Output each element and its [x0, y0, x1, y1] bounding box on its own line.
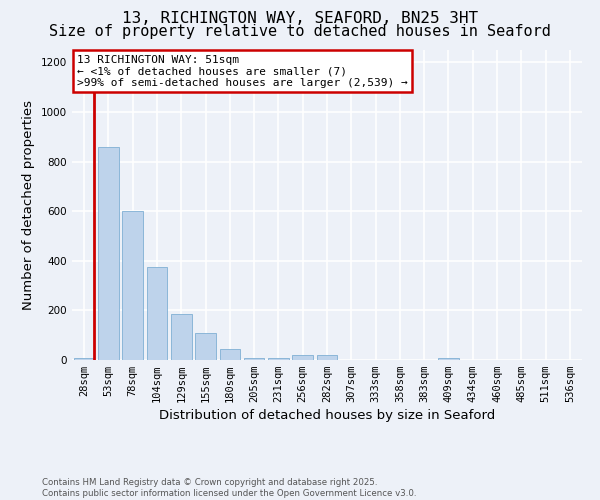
Bar [268, 358, 289, 360]
Text: Size of property relative to detached houses in Seaford: Size of property relative to detached ho… [49, 24, 551, 39]
Text: 13 RICHINGTON WAY: 51sqm
← <1% of detached houses are smaller (7)
>99% of semi-d: 13 RICHINGTON WAY: 51sqm ← <1% of detach… [77, 54, 408, 88]
Bar [171, 314, 191, 360]
X-axis label: Distribution of detached houses by size in Seaford: Distribution of detached houses by size … [159, 410, 495, 422]
Bar [317, 355, 337, 360]
Bar [98, 146, 119, 360]
Bar [292, 355, 313, 360]
Bar [220, 349, 240, 360]
Bar [146, 267, 167, 360]
Bar [438, 358, 459, 360]
Bar [195, 332, 216, 360]
Bar [122, 211, 143, 360]
Bar [74, 358, 94, 360]
Text: Contains HM Land Registry data © Crown copyright and database right 2025.
Contai: Contains HM Land Registry data © Crown c… [42, 478, 416, 498]
Y-axis label: Number of detached properties: Number of detached properties [22, 100, 35, 310]
Text: 13, RICHINGTON WAY, SEAFORD, BN25 3HT: 13, RICHINGTON WAY, SEAFORD, BN25 3HT [122, 11, 478, 26]
Bar [244, 358, 265, 360]
